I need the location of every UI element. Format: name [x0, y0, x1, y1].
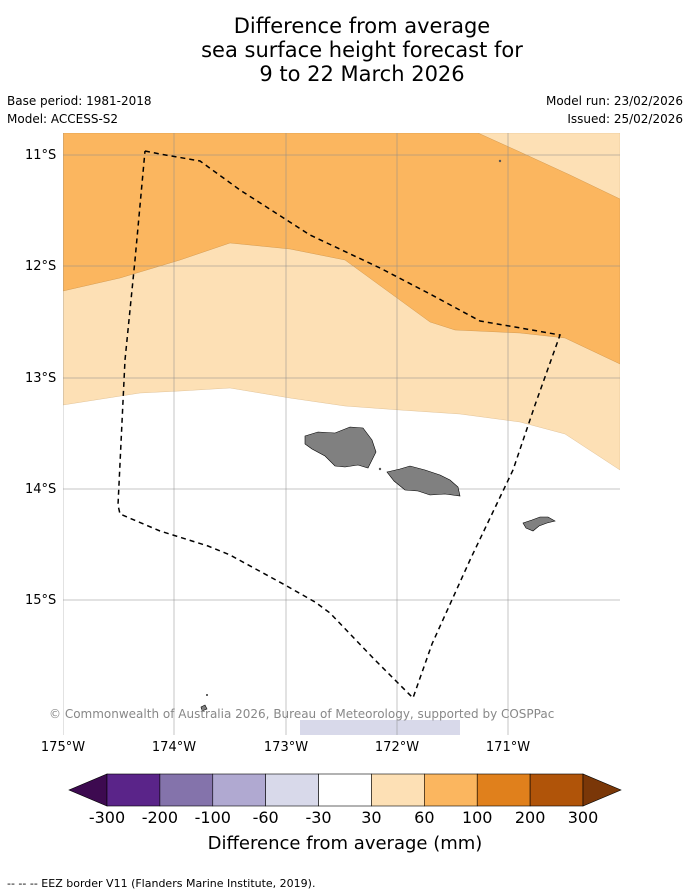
colorbar-tick-label: 60	[414, 808, 435, 827]
colorbar-segment	[106, 773, 161, 807]
lat-label-15s: 15°S	[25, 593, 57, 608]
lat-label-13s: 13°S	[25, 371, 57, 386]
base-period: Base period: 1981-2018	[7, 94, 152, 108]
lat-label-11s: 11°S	[25, 148, 57, 163]
islet	[378, 467, 382, 471]
colorbar-segment	[529, 773, 584, 807]
lon-label-172w: 172°W	[374, 740, 420, 755]
chart-title: Difference from average sea surface heig…	[0, 14, 690, 86]
colorbar-segment	[476, 773, 531, 807]
copyright-text: © Commonwealth of Australia 2026, Bureau…	[49, 707, 555, 721]
title-line-1: Difference from average	[233, 14, 491, 38]
colorbar-tick-label: -300	[88, 808, 126, 827]
title-line-2: sea surface height forecast for	[201, 38, 523, 62]
issued-date: Issued: 25/02/2026	[567, 112, 683, 126]
graticule	[63, 133, 620, 735]
model-name: Model: ACCESS-S2	[7, 112, 119, 126]
eez-border	[117, 150, 562, 700]
colorbar-segment	[371, 773, 425, 807]
colorbar-extend-high	[582, 773, 622, 807]
colorbar-tick-label: -200	[141, 808, 179, 827]
colorbar-segment	[212, 773, 266, 807]
colorbar-tick-label: -30	[305, 808, 332, 827]
band-negative	[300, 720, 460, 735]
colorbar-tick-label: 30	[361, 808, 382, 827]
model-run: Model run: 23/02/2026	[545, 94, 683, 108]
lat-label-14s: 14°S	[25, 482, 57, 497]
uvea-islet	[200, 704, 208, 712]
colorbar-segment	[265, 773, 319, 807]
eez-legend: -- -- -- EEZ border V11 (Flanders Marine…	[7, 877, 316, 890]
lon-label-174w: 174°W	[151, 740, 197, 755]
lon-label-175w: 175°W	[40, 740, 86, 755]
upolu-island	[386, 465, 461, 497]
lon-label-171w: 171°W	[485, 740, 531, 755]
colorbar-tick-label: 300	[567, 808, 599, 827]
tutuila-island	[522, 516, 556, 532]
colorbar-tick-label: -100	[194, 808, 231, 827]
islet-2	[206, 694, 208, 696]
savaii-island	[304, 426, 377, 469]
colorbar-segment	[159, 773, 214, 807]
lon-label-173w: 173°W	[263, 740, 309, 755]
title-line-3: 9 to 22 March 2026	[259, 62, 465, 86]
colorbar-tick-label: -60	[252, 808, 279, 827]
colorbar-extend-low	[68, 773, 108, 807]
colorbar-segment	[424, 773, 478, 807]
colorbar-tick-label: 200	[514, 808, 546, 827]
map-area	[63, 133, 620, 735]
colorbar-tick-label: 100	[461, 808, 493, 827]
colorbar	[68, 773, 622, 807]
swains-islet	[498, 159, 502, 163]
colorbar-title: Difference from average (mm)	[207, 833, 483, 854]
lat-label-12s: 12°S	[25, 259, 57, 274]
colorbar-segment	[318, 773, 372, 807]
